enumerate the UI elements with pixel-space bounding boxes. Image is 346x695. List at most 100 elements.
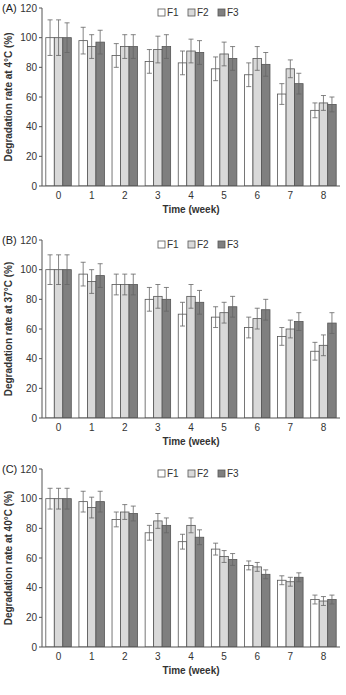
y-tick-label: 120 <box>20 464 37 475</box>
error-line <box>166 518 167 533</box>
bar <box>311 600 320 647</box>
error-cap <box>321 605 326 606</box>
bar <box>178 542 187 647</box>
x-tick-label: 2 <box>122 422 128 433</box>
error-bar <box>312 103 317 118</box>
error-bar <box>263 299 268 320</box>
error-bar <box>288 320 293 338</box>
bar <box>145 299 154 418</box>
error-cap <box>288 586 293 587</box>
error-cap <box>114 67 119 68</box>
bar <box>319 601 328 647</box>
error-bar <box>279 328 284 346</box>
error-cap <box>48 254 53 255</box>
error-bar <box>222 551 227 563</box>
error-cap <box>122 58 127 59</box>
error-line <box>314 342 315 360</box>
error-cap <box>81 512 86 513</box>
error-line <box>116 512 117 527</box>
error-cap <box>312 595 317 596</box>
bar <box>178 63 187 186</box>
x-tick-label: 1 <box>89 190 95 201</box>
error-cap <box>164 532 169 533</box>
legend-item: F3 <box>218 239 239 250</box>
error-cap <box>122 274 127 275</box>
error-cap <box>48 19 53 20</box>
error-line <box>157 36 158 63</box>
bar <box>112 519 121 647</box>
error-bar <box>131 274 136 295</box>
bar <box>178 314 187 418</box>
error-line <box>58 20 59 56</box>
error-bar <box>147 287 152 311</box>
error-bar <box>65 488 70 509</box>
y-tick-label: 0 <box>31 642 37 653</box>
error-cap <box>321 95 326 96</box>
bar <box>162 525 171 647</box>
error-cap <box>81 53 86 54</box>
error-bar <box>197 530 202 545</box>
bar <box>129 514 138 648</box>
error-cap <box>180 534 185 535</box>
legend-item: F2 <box>188 239 209 250</box>
y-tick-label: 100 <box>20 493 37 504</box>
bar <box>220 557 229 647</box>
panel-label: (A) <box>2 2 17 14</box>
error-cap <box>164 34 169 35</box>
error-cap <box>122 504 127 505</box>
error-line <box>67 488 68 509</box>
error-bar <box>246 317 251 338</box>
error-bar <box>296 73 301 94</box>
legend-swatch <box>188 470 195 477</box>
x-tick-label: 1 <box>89 651 95 662</box>
error-line <box>133 506 134 521</box>
error-cap <box>164 311 169 312</box>
bar <box>195 537 204 647</box>
error-cap <box>222 65 227 66</box>
error-bar <box>222 302 227 323</box>
error-cap <box>321 596 326 597</box>
error-bar <box>98 491 103 512</box>
error-cap <box>279 104 284 105</box>
error-cap <box>222 42 227 43</box>
error-line <box>116 44 117 68</box>
error-bar <box>189 518 194 533</box>
error-cap <box>296 330 301 331</box>
error-bar <box>81 491 86 512</box>
legend-label: F3 <box>227 468 239 479</box>
error-bar <box>180 534 185 549</box>
error-line <box>191 285 192 309</box>
legend-swatch <box>218 9 225 16</box>
error-cap <box>279 83 284 84</box>
legend-label: F1 <box>167 468 179 479</box>
error-cap <box>189 284 194 285</box>
error-line <box>191 39 192 63</box>
error-line <box>182 51 183 75</box>
error-bar <box>48 20 53 56</box>
x-tick-label: 8 <box>321 651 327 662</box>
error-line <box>83 27 84 54</box>
error-cap <box>48 55 53 56</box>
error-cap <box>197 314 202 315</box>
error-cap <box>263 299 268 300</box>
error-line <box>281 576 282 585</box>
error-line <box>199 41 200 65</box>
y-tick-label: 100 <box>20 32 37 43</box>
legend-label: F3 <box>227 7 239 18</box>
x-tick-label: 1 <box>89 422 95 433</box>
bar <box>145 533 154 647</box>
error-line <box>298 573 299 582</box>
error-cap <box>147 525 152 526</box>
error-cap <box>56 284 61 285</box>
legend-swatch <box>158 9 165 16</box>
error-cap <box>98 263 103 264</box>
error-line <box>265 570 266 579</box>
error-cap <box>296 572 301 573</box>
error-cap <box>81 491 86 492</box>
x-axis <box>42 418 340 419</box>
x-tick-label: 3 <box>155 190 161 201</box>
error-bar <box>89 497 94 518</box>
error-cap <box>98 287 103 288</box>
error-line <box>215 57 216 81</box>
bar <box>319 103 328 186</box>
